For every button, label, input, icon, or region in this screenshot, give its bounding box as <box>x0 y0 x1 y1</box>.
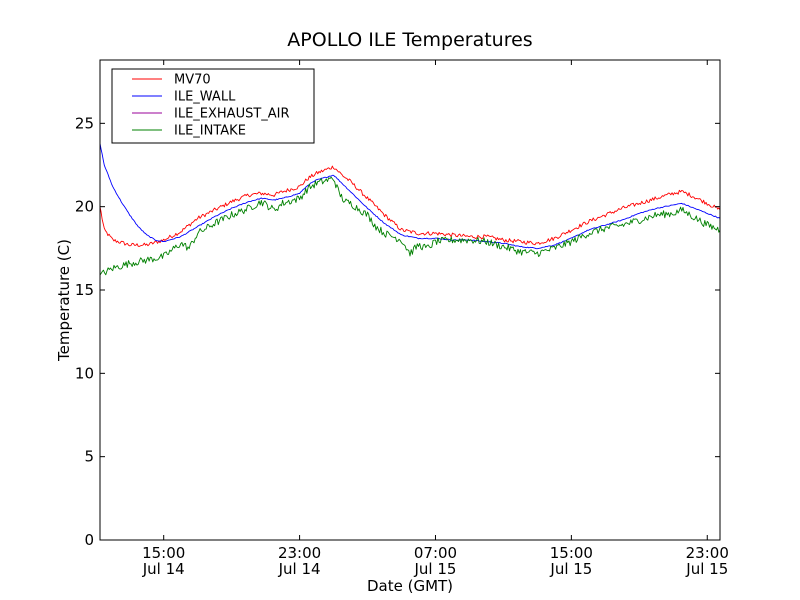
x-tick-date-label: Jul 15 <box>414 560 457 578</box>
x-tick-date-label: Jul 15 <box>549 560 592 578</box>
series-line-mv70 <box>99 165 721 247</box>
x-tick-time-label: 23:00 <box>278 544 321 562</box>
series-layer <box>99 143 721 276</box>
y-axis-title: Temperature (C) <box>55 239 73 362</box>
legend-label: ILE_WALL <box>174 90 236 105</box>
legend: MV70 ILE_WALL ILE_EXHAUST_AIR ILE_INTAKE <box>111 68 315 144</box>
legend-label: MV70 <box>174 73 211 88</box>
y-tick-label: 20 <box>75 198 94 216</box>
x-tick-date-label: Jul 14 <box>142 560 185 578</box>
legend-label: ILE_INTAKE <box>174 124 246 139</box>
x-tick-time-label: 15:00 <box>142 544 185 562</box>
y-tick-label: 25 <box>75 114 94 132</box>
plot-frame <box>99 59 721 541</box>
y-tick-label: 15 <box>75 281 94 299</box>
legend-box <box>111 68 315 144</box>
chart-title: APOLLO ILE Temperatures <box>287 29 532 51</box>
x-tick-time-label: 07:00 <box>414 544 457 562</box>
legend-label: ILE_EXHAUST_AIR <box>174 107 290 122</box>
x-tick-date-label: Jul 15 <box>685 560 728 578</box>
x-tick-date-label: Jul 14 <box>278 560 321 578</box>
y-tick-label: 0 <box>84 531 94 549</box>
series-line-ile-wall <box>99 143 721 250</box>
x-tick-time-label: 15:00 <box>550 544 593 562</box>
y-tick-label: 10 <box>75 364 94 382</box>
series-line-ile-intake <box>99 176 721 276</box>
y-tick-label: 5 <box>84 448 94 466</box>
x-tick-time-label: 23:00 <box>686 544 729 562</box>
x-axis-title: Date (GMT) <box>367 577 453 595</box>
